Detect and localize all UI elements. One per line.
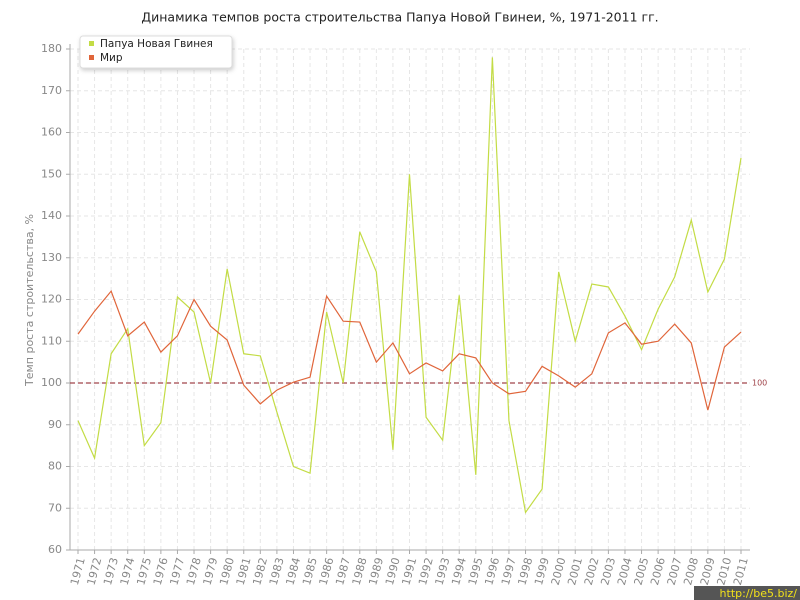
y-tick-label: 140 bbox=[41, 209, 62, 222]
y-axis-label: Темп роста строительства, % bbox=[23, 214, 36, 387]
legend-box bbox=[79, 35, 233, 69]
legend-label: Мир bbox=[100, 52, 123, 64]
y-tick-label: 80 bbox=[48, 460, 62, 473]
y-tick-label: 90 bbox=[48, 418, 62, 431]
y-tick-label: 180 bbox=[41, 42, 62, 55]
series-line bbox=[77, 289, 742, 411]
y-tick-label: 150 bbox=[41, 167, 62, 180]
y-tick-label: 110 bbox=[41, 334, 62, 347]
series-line bbox=[77, 57, 742, 514]
legend-label: Папуа Новая Гвинея bbox=[100, 38, 213, 50]
y-tick-label: 130 bbox=[41, 251, 62, 264]
y-tick-label: 60 bbox=[48, 543, 62, 556]
reference-label: 100 bbox=[752, 379, 767, 388]
y-tick-label: 170 bbox=[41, 84, 62, 97]
watermark-bg bbox=[694, 586, 800, 600]
y-tick-label: 70 bbox=[48, 501, 62, 514]
y-tick-label: 120 bbox=[41, 293, 62, 306]
legend-marker bbox=[89, 41, 94, 46]
y-tick-label: 160 bbox=[41, 126, 62, 139]
y-tick-label: 100 bbox=[41, 376, 62, 389]
x-tick-label: 2011 bbox=[731, 556, 751, 586]
chart-title: Динамика темпов роста строительства Папу… bbox=[141, 10, 658, 25]
legend: Папуа Новая Гвинея Мир bbox=[79, 35, 233, 69]
legend-marker bbox=[89, 55, 94, 60]
watermark: http://be5.biz/ bbox=[720, 587, 798, 600]
